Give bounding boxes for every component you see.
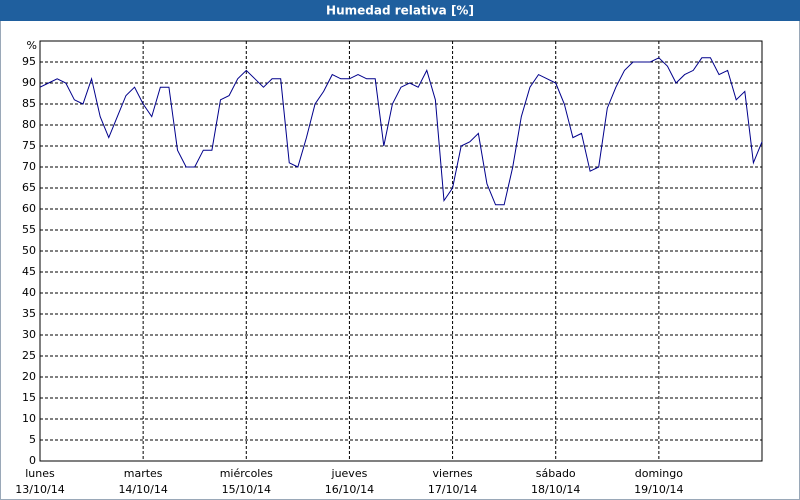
y-tick-label: 75 (22, 139, 36, 152)
y-tick-label: 25 (22, 349, 36, 362)
chart-title: Humedad relativa [%] (326, 4, 474, 18)
x-tick-day: jueves (331, 467, 368, 480)
x-tick-date: 18/10/14 (531, 483, 580, 496)
y-tick-label: 65 (22, 181, 36, 194)
x-tick-date: 19/10/14 (634, 483, 683, 496)
line (39, 57, 763, 206)
x-tick-day: miércoles (220, 467, 273, 480)
x-tick-day: lunes (25, 467, 55, 480)
y-tick-label: 0 (29, 454, 36, 467)
y-tick-label: 35 (22, 307, 36, 320)
y-tick-label: 70 (22, 160, 36, 173)
y-tick-label: 5 (29, 433, 36, 446)
y-tick-label: 80 (22, 118, 36, 131)
title-bar (0, 0, 800, 21)
x-tick-day: domingo (635, 467, 683, 480)
y-tick-label: 90 (22, 76, 36, 89)
y-tick-label: 20 (22, 370, 36, 383)
x-tick-day: sábado (536, 467, 576, 480)
x-tick-date: 17/10/14 (428, 483, 477, 496)
y-tick-label: 45 (22, 265, 36, 278)
y-tick-label: 40 (22, 286, 36, 299)
y-tick-label: 50 (22, 244, 36, 257)
y-tick-label: 95 (22, 55, 36, 68)
y-axis-label: % (27, 39, 37, 52)
x-tick-day: viernes (433, 467, 473, 480)
y-tick-label: 55 (22, 223, 36, 236)
x-tick-date: 13/10/14 (15, 483, 64, 496)
x-tick-date: 16/10/14 (325, 483, 374, 496)
y-tick-label: 10 (22, 412, 36, 425)
x-tick-date: 15/10/14 (222, 483, 271, 496)
y-tick-label: 85 (22, 97, 36, 110)
y-tick-label: 15 (22, 391, 36, 404)
x-tick-day: martes (124, 467, 163, 480)
y-tick-label: 60 (22, 202, 36, 215)
y-tick-label: 30 (22, 328, 36, 341)
x-tick-date: 14/10/14 (118, 483, 167, 496)
